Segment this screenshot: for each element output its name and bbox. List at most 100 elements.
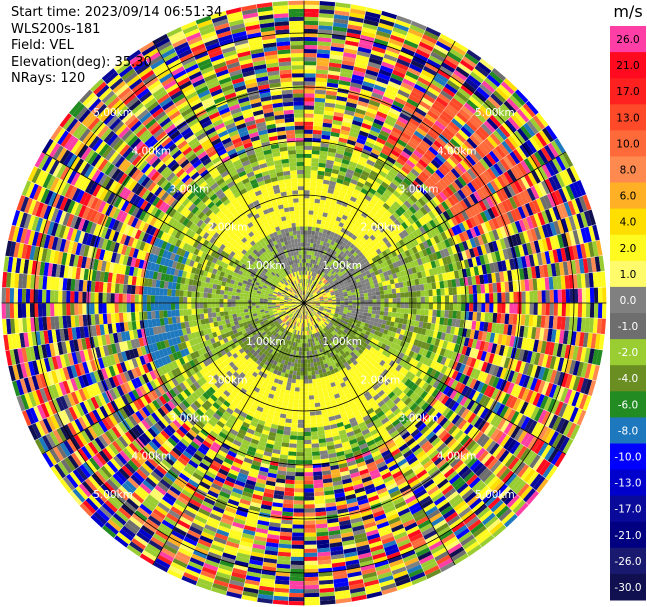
ppi-gate <box>433 100 446 111</box>
ppi-gate <box>370 184 379 192</box>
ppi-gate <box>407 67 421 77</box>
ppi-gate <box>501 303 506 314</box>
ppi-gate <box>359 38 374 46</box>
ppi-gate <box>509 303 514 314</box>
ppi-gate <box>458 87 472 100</box>
ppi-gate <box>477 293 482 303</box>
ppi-gate <box>427 130 439 140</box>
ppi-gate <box>453 303 458 311</box>
ppi-gate <box>513 291 518 303</box>
ppi-gate <box>292 374 297 380</box>
ppi-gate <box>301 351 304 356</box>
ppi-gate <box>288 447 297 452</box>
ppi-gate <box>304 383 309 388</box>
ppi-gate <box>420 309 425 316</box>
ppi-gate <box>472 284 478 294</box>
ppi-gate <box>337 212 344 219</box>
ppi-gate <box>317 236 322 241</box>
ppi-gate <box>304 456 313 461</box>
ppi-gate <box>295 379 300 384</box>
ppi-gate <box>343 210 350 217</box>
ppi-gate <box>440 288 445 296</box>
ppi-gate <box>388 152 399 161</box>
ppi-gate <box>315 190 322 196</box>
ppi-gate <box>310 358 314 364</box>
ppi-gate <box>358 96 370 104</box>
ppi-gate <box>343 48 358 55</box>
ppi-gate <box>285 385 291 391</box>
ppi-gate <box>305 287 308 292</box>
ppi-gate <box>420 155 431 165</box>
ppi-gate <box>287 459 296 465</box>
ppi-gate <box>306 291 308 296</box>
ppi-gate <box>361 26 377 35</box>
ppi-gate <box>334 107 345 114</box>
ppi-gate <box>390 34 405 44</box>
ppi-gate <box>312 455 321 460</box>
ppi-gate <box>369 129 380 138</box>
ppi-gate <box>316 260 320 266</box>
ppi-gate <box>304 282 307 287</box>
ppi-gate <box>363 312 368 317</box>
ppi-gate <box>346 28 362 35</box>
ppi-gate <box>392 145 403 155</box>
ppi-gate <box>304 125 313 130</box>
ppi-gate <box>353 116 364 123</box>
ppi-gate <box>349 237 355 244</box>
ppi-gate <box>304 97 315 102</box>
ppi-gate <box>355 58 369 66</box>
ppi-gate <box>316 178 324 184</box>
ppi-gate <box>344 244 350 250</box>
ppi-gate <box>320 262 325 267</box>
ppi-gate <box>299 383 304 388</box>
ppi-gate <box>304 258 307 263</box>
ppi-gate <box>306 278 308 284</box>
ppi-gate <box>448 287 453 296</box>
ppi-gate <box>333 241 339 248</box>
ppi-gate <box>308 254 312 260</box>
ppi-gate <box>312 259 316 264</box>
ppi-gate <box>289 390 295 396</box>
ppi-gate <box>500 281 506 293</box>
ppi-gate <box>365 69 379 77</box>
ppi-gate <box>304 28 318 34</box>
ppi-gate <box>376 30 391 39</box>
ppi-gate <box>319 1 336 7</box>
ppi-gate <box>316 418 323 424</box>
ppi-gate <box>327 188 335 194</box>
ppi-gate <box>299 343 302 348</box>
ppi-gate <box>426 58 441 69</box>
ppi-gate <box>317 170 325 176</box>
ppi-gate <box>283 499 294 505</box>
ppi-gate <box>324 221 330 227</box>
ppi-gate <box>346 32 361 39</box>
ppi-gate <box>412 303 417 309</box>
ppi-gate <box>325 200 331 206</box>
ppi-gate <box>390 193 399 201</box>
ppi-gate <box>349 86 362 93</box>
ppi-gate <box>304 524 316 529</box>
ppi-gate <box>284 483 295 489</box>
ppi-gate <box>413 130 425 140</box>
ppi-gate <box>318 266 323 271</box>
ppi-gate <box>391 179 401 187</box>
ppi-gate <box>310 423 318 428</box>
ppi-gate <box>436 295 442 303</box>
ppi-gate <box>313 475 323 481</box>
ppi-gate <box>318 158 327 164</box>
ppi-gate <box>468 311 474 321</box>
ppi-gate <box>529 291 534 303</box>
ppi-gate <box>317 248 322 254</box>
ppi-gate <box>481 293 486 303</box>
ppi-gate <box>356 163 365 171</box>
ppi-gate <box>386 156 396 165</box>
ppi-gate <box>381 61 395 70</box>
ppi-gate <box>317 265 321 270</box>
ppi-gate <box>361 30 376 39</box>
ppi-gate <box>339 76 352 83</box>
ppi-gate <box>405 144 416 153</box>
ppi-gate <box>561 303 567 317</box>
ppi-gate <box>375 291 381 296</box>
ppi-gate <box>430 51 445 62</box>
ppi-gate <box>304 210 309 215</box>
